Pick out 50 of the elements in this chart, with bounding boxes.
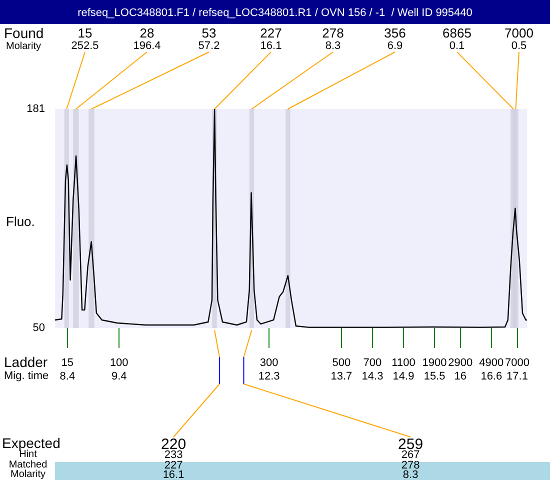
text: Molarity (6, 40, 42, 52)
text: Expected (2, 434, 60, 451)
annotation: 16.1 (260, 40, 282, 52)
text: Matched (8, 459, 48, 470)
annotation: 196.4 (133, 40, 161, 52)
x-tick-label: 16.6 (480, 370, 502, 383)
band-label: 53 (202, 26, 216, 41)
x-tick-label: 12.3 (258, 370, 280, 383)
text: 4900 (479, 357, 504, 370)
annotation: 0.5 (511, 40, 527, 52)
x-tick-label: 13.7 (330, 370, 352, 383)
text: Ladder (4, 354, 48, 370)
text: Found (4, 24, 44, 41)
text: 16.1 (162, 469, 184, 480)
chart-title: refseq_LOC348801.F1 / refseq_LOC348801.R1 / OVN 156 / -1 / Well ID 995440 (78, 7, 472, 20)
text: 500 (332, 357, 351, 370)
text: 1900 (422, 357, 447, 370)
text: 2900 (448, 357, 473, 370)
text: Hint (19, 448, 38, 460)
annotation: 57.2 (198, 40, 220, 52)
annotation: 8.3 (325, 40, 341, 52)
text: 1100 (392, 357, 416, 370)
band-label: 356 (384, 26, 406, 41)
band-label: 278 (322, 26, 344, 41)
x-tick-label: 17.1 (506, 370, 528, 383)
y-axis-title: Fluo. (6, 214, 35, 230)
x-tick-label: 9.4 (111, 370, 127, 383)
text: 15 (61, 357, 74, 370)
annotation: 252.5 (71, 40, 99, 52)
y-tick-label: 50 (32, 322, 45, 334)
text: 8.3 (402, 469, 418, 480)
band-label: 227 (260, 26, 282, 41)
text: Molarity (10, 468, 46, 480)
text: 700 (363, 357, 382, 370)
text: 7000 (505, 357, 530, 370)
band-label: 6865 (442, 26, 472, 41)
text: 100 (110, 357, 128, 370)
band-label: 15 (78, 26, 92, 41)
annotation: 0.1 (449, 40, 465, 52)
x-axis-title: Mig. time (4, 370, 49, 382)
x-tick-label: 14.9 (392, 370, 414, 383)
x-tick-label: 15.5 (424, 370, 446, 383)
x-tick-label: 14.3 (362, 370, 384, 383)
y-tick-label: 181 (26, 103, 45, 116)
band-label: 7000 (504, 26, 534, 41)
annotation: 6.9 (387, 40, 403, 52)
text: 300 (260, 357, 278, 370)
band-label: 28 (140, 26, 154, 41)
x-tick-label: 8.4 (60, 370, 76, 383)
x-tick-label: 16 (454, 370, 466, 383)
